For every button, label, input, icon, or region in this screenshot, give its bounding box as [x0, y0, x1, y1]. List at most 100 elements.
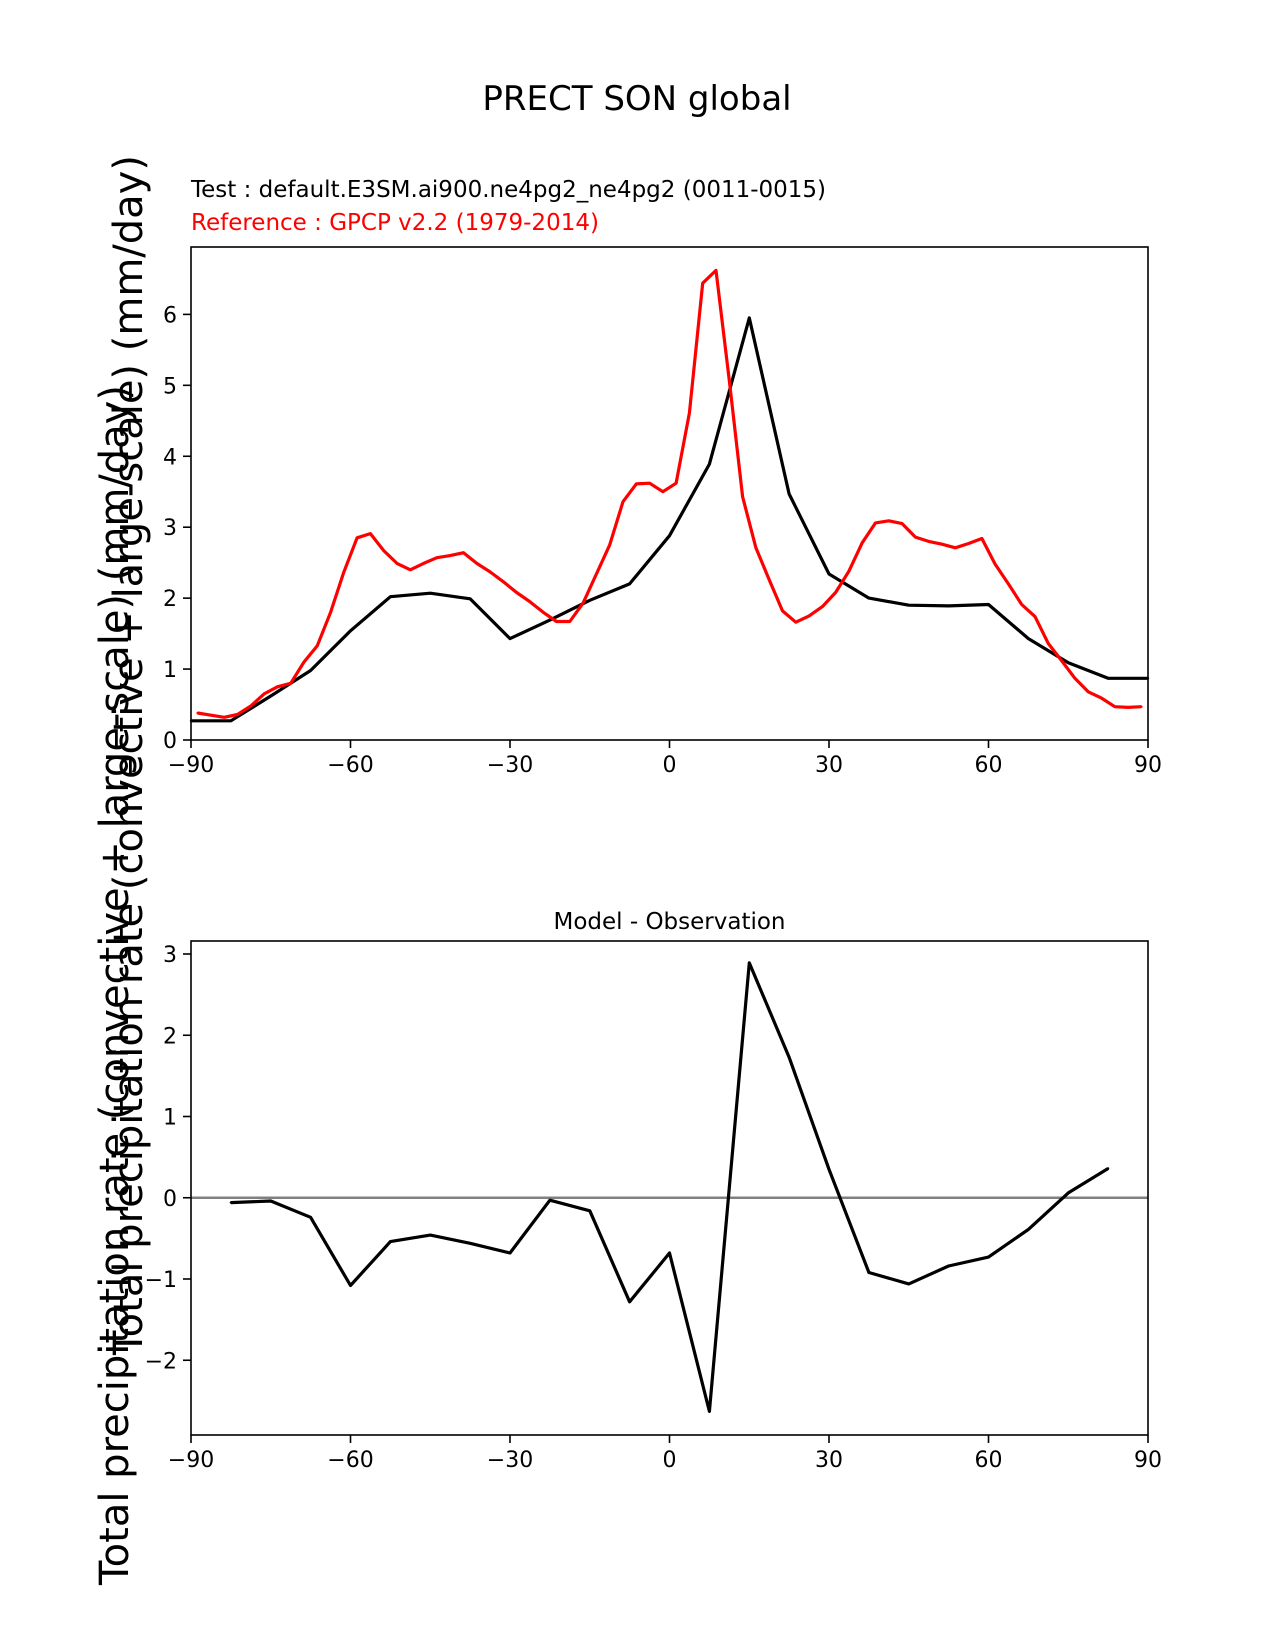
top-series-reference-point: [608, 543, 611, 547]
top-series-reference-point: [847, 570, 851, 573]
bottom-series-test-point: [269, 1199, 272, 1203]
top-series-reference-point: [316, 644, 319, 647]
top-series-reference-point: [342, 570, 346, 574]
top-series-reference-point: [635, 482, 638, 486]
y-axis-label-small: Total precipitation rate (convective + l…: [92, 385, 138, 1586]
bottom-y-tick-label: −1: [145, 1268, 177, 1293]
top-series-reference-point: [502, 580, 505, 583]
figure-suptitle: PRECT SON global: [482, 79, 791, 119]
bottom-series-test-point: [748, 961, 751, 965]
top-series-reference-point: [409, 568, 412, 571]
bottom-series-test-point: [349, 1284, 352, 1287]
bottom-y-tick-label: 2: [163, 1024, 177, 1049]
top-series-test-point: [548, 618, 552, 622]
top-series-reference-point: [369, 532, 372, 535]
top-series-reference-point: [1087, 690, 1090, 693]
bottom-series-test-point: [1067, 1191, 1070, 1195]
bottom-series-test-point: [429, 1233, 432, 1237]
bottom-x-tick-label: 30: [815, 1448, 843, 1473]
top-series-reference-point: [768, 578, 771, 581]
bottom-series-test-point: [708, 1410, 711, 1413]
bottom-series-test-point: [907, 1282, 910, 1286]
top-series-reference-point: [223, 716, 226, 719]
top-series-reference-point: [209, 714, 213, 717]
bottom-plot: −90 −60 −30 0 30 60 90 −2 −1 0 1 2 3 Model - Observat…: [145, 909, 1162, 1473]
top-series-reference-point: [595, 572, 598, 576]
top-series-reference-point: [834, 591, 837, 594]
bottom-plot-title: Model - Observation: [553, 909, 785, 935]
top-series-reference-point: [728, 379, 731, 382]
top-series-reference-point: [262, 692, 266, 696]
top-series-reference-point: [1047, 642, 1050, 645]
top-series-reference-point: [542, 611, 545, 614]
top-series-reference-point: [1007, 582, 1010, 586]
top-series-reference-point: [887, 519, 890, 522]
top-plot: −90 −60 −30 0 30 60 90 0 1 2 3 4 5 6: [163, 246, 1162, 778]
top-series-reference-point: [475, 562, 478, 565]
bottom-y-tick-label: −2: [145, 1349, 177, 1374]
top-series-reference-point: [874, 521, 877, 525]
bottom-x-tick-label: 0: [663, 1448, 677, 1473]
top-series-reference-point: [940, 543, 944, 546]
top-series-reference-point: [302, 660, 306, 664]
top-series-test-point: [787, 492, 791, 496]
top-series-reference-point: [914, 535, 917, 539]
top-series-reference-point: [794, 621, 797, 624]
bottom-x-tick-label: −90: [168, 1448, 214, 1473]
bottom-series-test-point: [309, 1216, 312, 1219]
top-series-reference-point: [329, 611, 332, 614]
top-series-reference-point: [1140, 705, 1143, 708]
bottom-series-test-point: [628, 1300, 631, 1304]
top-series-reference-point: [621, 500, 625, 503]
top-series-test-point: [867, 596, 871, 600]
top-series-test-point: [1106, 677, 1110, 680]
top-series-reference-point: [528, 600, 532, 603]
top-series-reference-point: [568, 620, 571, 623]
top-series-reference-point: [422, 562, 425, 565]
top-series-reference-point: [861, 541, 864, 544]
top-x-tick-label: 90: [1134, 753, 1162, 778]
bottom-series-test-point: [1106, 1167, 1110, 1170]
top-series-test-point: [987, 603, 990, 606]
bottom-series-test-point: [508, 1251, 512, 1255]
bottom-series-test-point: [947, 1264, 950, 1268]
top-series-reference-point: [927, 540, 930, 543]
top-y-tick-label: 5: [163, 374, 177, 399]
bottom-series-test-point: [668, 1251, 671, 1255]
top-series-test-point: [1067, 661, 1070, 664]
top-series-reference-line: [197, 268, 1142, 719]
top-series-reference-point: [741, 495, 744, 498]
top-series-reference-point: [714, 269, 718, 272]
top-series-reference-point: [196, 711, 199, 715]
top-series-reference-point: [967, 542, 970, 545]
bottom-series-test-point: [987, 1255, 990, 1259]
top-series-reference-point: [821, 605, 824, 608]
top-series-reference-point: [648, 482, 651, 485]
top-series-reference-point: [980, 537, 984, 540]
top-y-tick-label: 0: [163, 729, 177, 754]
top-series-test-point: [508, 637, 512, 640]
bottom-series-test-point: [827, 1168, 831, 1171]
top-series-test-point: [708, 462, 711, 466]
top-series-reference-point: [661, 490, 665, 493]
top-series-test-point: [827, 572, 831, 576]
top-series-reference-point: [395, 562, 399, 565]
top-series-reference-point: [382, 549, 385, 552]
top-series-test-point: [668, 534, 671, 537]
legend-reference-label: Reference : GPCP v2.2 (1979-2014): [191, 210, 599, 236]
top-series-reference-point: [435, 556, 439, 559]
top-series-reference-point: [1100, 696, 1103, 700]
top-x-tick-label: −30: [487, 753, 533, 778]
top-x-tick-label: −90: [168, 753, 214, 778]
bottom-series-test-point: [787, 1056, 791, 1059]
top-series-test-point: [947, 604, 950, 608]
top-series-test-point: [349, 629, 352, 632]
bottom-x-tick-label: 60: [975, 1448, 1003, 1473]
top-series-reference-point: [355, 536, 359, 539]
bottom-x-tick-label: −30: [487, 1448, 533, 1473]
top-series-test-point: [269, 694, 272, 698]
top-series-reference-point: [1020, 603, 1023, 606]
top-series-reference-point: [449, 554, 452, 557]
bottom-y-tick-label: 3: [163, 943, 177, 968]
